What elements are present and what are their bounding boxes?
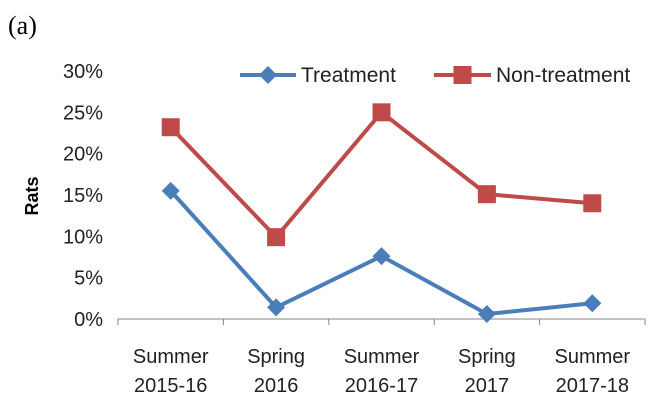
x-tick-label: Spring 2017 bbox=[458, 346, 516, 397]
legend-marker-non-treatment bbox=[453, 66, 472, 84]
x-tick-label: Summer 2017-18 bbox=[555, 346, 631, 397]
x-tick-label: Summer 2015-16 bbox=[133, 346, 209, 397]
data-point-non-treatment bbox=[161, 118, 180, 137]
data-point-treatment bbox=[583, 294, 602, 313]
x-tick-label: Spring 2016 bbox=[247, 346, 305, 397]
x-tick-label: Summer 2016-17 bbox=[344, 346, 420, 397]
data-point-treatment bbox=[477, 305, 496, 324]
y-tick-label: 15% bbox=[63, 185, 103, 207]
data-point-non-treatment bbox=[477, 185, 496, 204]
y-tick-label: 25% bbox=[63, 102, 103, 124]
legend-marker-treatment bbox=[259, 66, 277, 84]
data-point-non-treatment bbox=[372, 103, 391, 122]
data-point-non-treatment bbox=[267, 228, 286, 247]
series-line-non-treatment bbox=[168, 110, 595, 240]
legend: Treatment Non-treatment bbox=[240, 64, 630, 87]
y-axis-label: Rats bbox=[22, 176, 42, 215]
series-layer bbox=[161, 103, 602, 324]
y-tick-label: 30% bbox=[63, 61, 103, 83]
legend-label-treatment: Treatment bbox=[301, 64, 396, 87]
y-tick-label: 10% bbox=[63, 226, 103, 248]
data-point-treatment bbox=[372, 247, 391, 266]
data-point-treatment bbox=[161, 181, 180, 200]
x-axis: Summer 2015-16 Spring 2016 Summer 2016-17 Spri… bbox=[117, 318, 646, 397]
y-tick-label: 0% bbox=[74, 309, 103, 331]
legend-label-non-treatment: Non-treatment bbox=[496, 64, 630, 87]
data-point-treatment bbox=[267, 298, 286, 317]
data-point-non-treatment bbox=[583, 194, 602, 213]
panel-label: (a) bbox=[8, 11, 37, 40]
y-tick-label: 20% bbox=[63, 144, 103, 166]
y-tick-label: 5% bbox=[74, 268, 103, 290]
y-axis: 0% 5% 10% 15% 20% 25% 30% bbox=[63, 61, 103, 331]
